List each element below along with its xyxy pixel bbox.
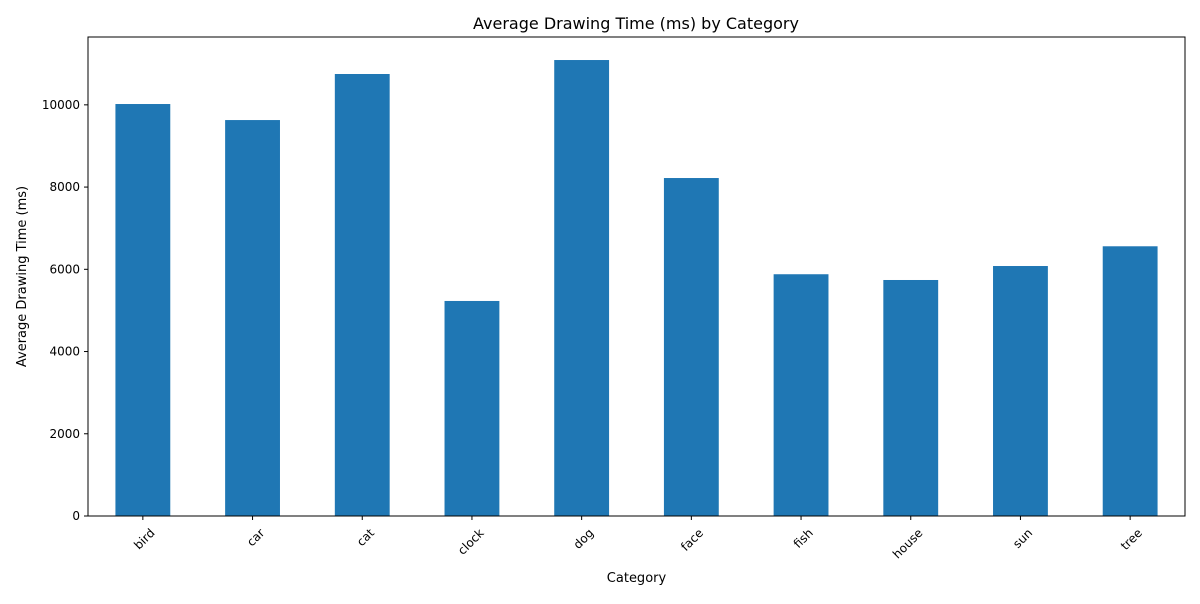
x-tick-label-tree: tree [1118,526,1145,553]
y-axis-label: Average Drawing Time (ms) [15,186,30,367]
chart-title: Average Drawing Time (ms) by Category [473,14,799,33]
bars-group [115,60,1158,516]
bar-cat [334,74,390,516]
x-axis-label: Category [607,571,667,586]
x-tick-label-house: house [890,526,925,561]
bar-bird [115,104,171,516]
x-tick-label-clock: clock [455,526,487,558]
x-tick-label-sun: sun [1010,526,1035,551]
x-tick-label-cat: cat [354,526,377,549]
x-tick-label-dog: dog [571,526,597,552]
plot-frame [87,36,1186,517]
bar-sun [993,266,1048,516]
x-tick-label-fish: fish [791,526,816,551]
bar-face [663,178,719,516]
bar-tree [1102,246,1158,516]
x-axis: bird car cat clock dog face fish house sun tree [131,516,1145,561]
y-tick-label-0: 0 [72,509,80,523]
bar-house [883,279,939,516]
bar-dog [554,60,610,516]
y-tick-label-2000: 2000 [49,427,80,441]
y-axis: 0 2000 4000 6000 8000 10000 [42,98,88,523]
bar-clock [444,300,500,516]
x-tick-label-face: face [678,526,706,554]
bar-fish [773,274,829,516]
x-tick-label-bird: bird [131,526,157,552]
y-tick-label-10000: 10000 [42,98,80,112]
y-tick-label-6000: 6000 [49,262,80,276]
x-tick-label-car: car [244,526,267,549]
y-tick-label-8000: 8000 [49,180,80,194]
y-tick-label-4000: 4000 [49,345,80,359]
bar-car [225,120,280,516]
